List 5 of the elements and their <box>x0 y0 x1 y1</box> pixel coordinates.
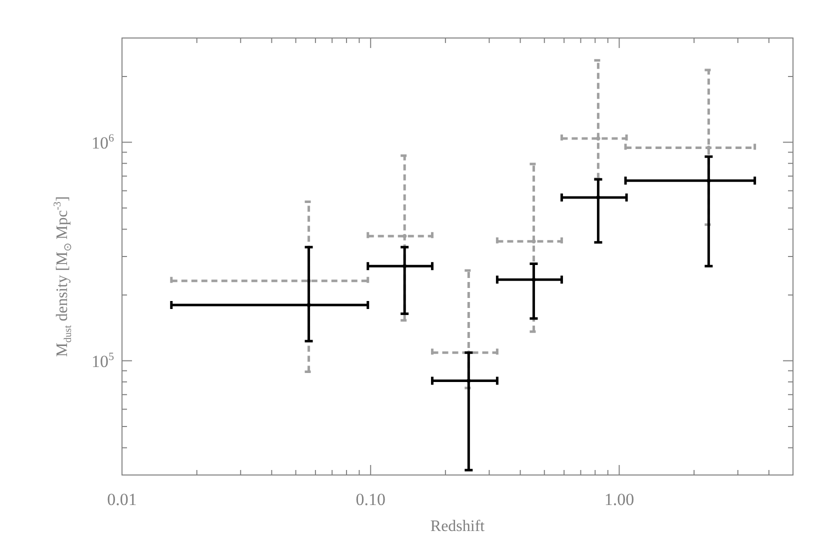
x-tick-label: 0.10 <box>356 490 386 509</box>
x-axis-title: Redshift <box>430 518 486 535</box>
y-axis-title: Mdust density [M⊙ Mpc-3] <box>52 196 74 357</box>
x-tick-label: 0.01 <box>107 490 137 509</box>
x-tick-label: 1.00 <box>604 490 634 509</box>
